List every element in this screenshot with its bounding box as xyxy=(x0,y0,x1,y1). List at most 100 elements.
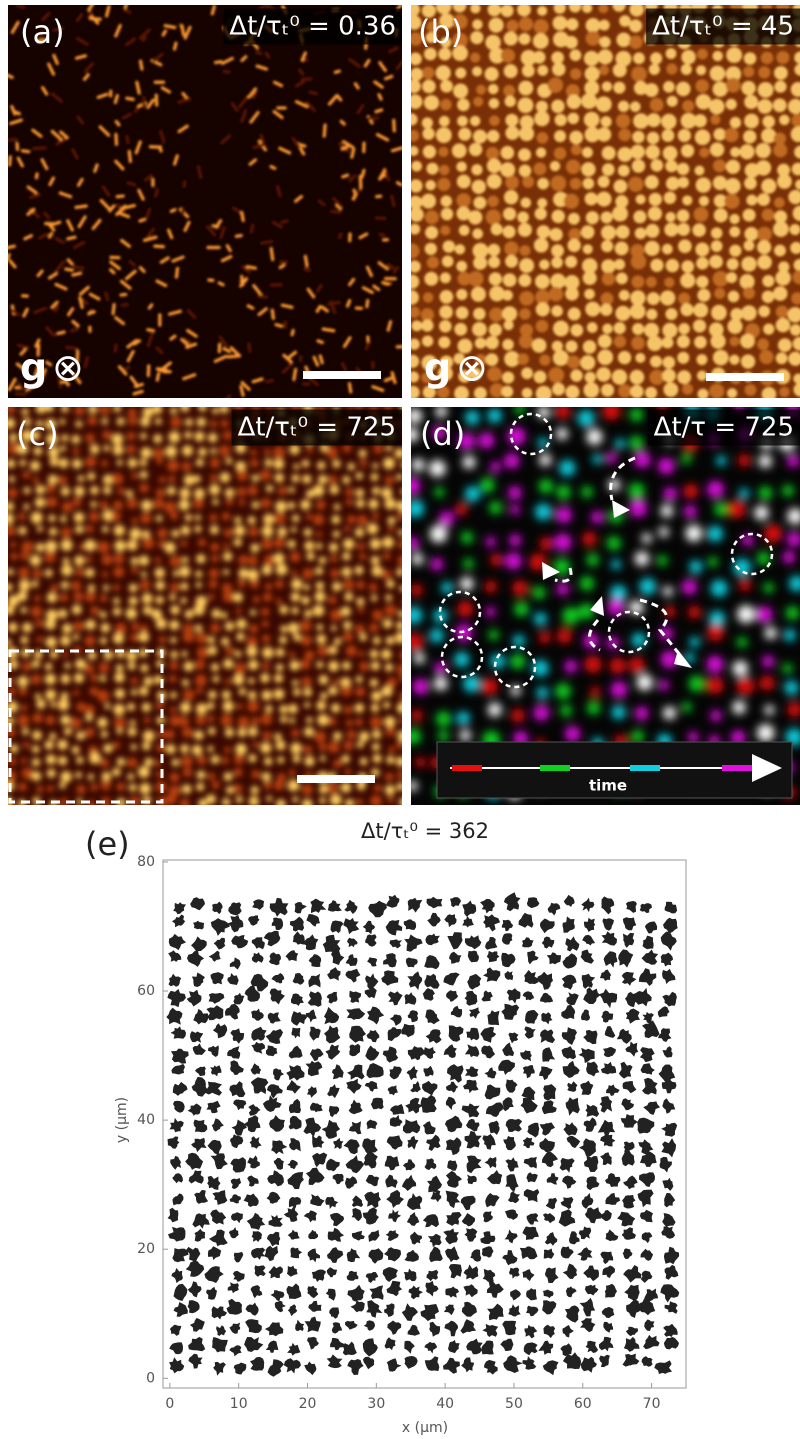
cluster xyxy=(404,934,423,951)
cluster xyxy=(663,356,676,369)
cluster xyxy=(505,1174,518,1192)
cluster xyxy=(344,900,357,914)
cluster xyxy=(618,165,630,177)
cluster xyxy=(73,592,83,602)
cluster xyxy=(540,537,553,550)
cluster xyxy=(35,619,43,627)
cluster xyxy=(542,1100,557,1114)
cluster xyxy=(396,621,405,630)
cluster xyxy=(368,901,387,918)
cluster xyxy=(172,915,185,928)
cluster xyxy=(638,1139,653,1154)
cluster xyxy=(399,691,409,701)
cluster xyxy=(616,114,630,128)
cluster xyxy=(262,620,269,627)
cluster xyxy=(773,143,787,157)
cluster xyxy=(385,785,395,795)
cluster xyxy=(46,497,57,508)
cluster xyxy=(623,933,634,948)
cluster xyxy=(586,211,599,224)
cluster xyxy=(252,937,265,949)
cluster xyxy=(607,637,619,649)
cluster xyxy=(260,742,271,753)
cluster xyxy=(662,1046,672,1057)
particle xyxy=(270,283,283,287)
cluster xyxy=(504,31,518,45)
cluster xyxy=(19,688,27,696)
cluster xyxy=(128,416,137,425)
cluster xyxy=(131,689,138,696)
cluster xyxy=(646,277,657,288)
cluster xyxy=(291,527,297,533)
cluster xyxy=(97,717,107,727)
cluster xyxy=(387,796,394,803)
cluster xyxy=(233,784,242,793)
cluster xyxy=(765,627,777,639)
cluster xyxy=(645,83,659,97)
cluster xyxy=(302,568,313,579)
cluster xyxy=(251,1063,262,1074)
cluster xyxy=(599,1337,614,1352)
cluster xyxy=(250,579,259,588)
cluster xyxy=(645,921,657,933)
cluster xyxy=(316,624,323,631)
cluster xyxy=(188,1300,200,1313)
cluster xyxy=(615,306,630,321)
cluster xyxy=(527,1213,539,1225)
cluster xyxy=(762,208,775,221)
cluster xyxy=(185,1153,203,1170)
cluster xyxy=(711,240,723,252)
cluster xyxy=(315,567,323,575)
cluster xyxy=(661,505,674,518)
cluster xyxy=(396,756,406,766)
cluster xyxy=(631,254,647,270)
cluster xyxy=(238,716,249,727)
cluster xyxy=(482,1246,494,1258)
cluster xyxy=(666,48,677,59)
cluster xyxy=(194,730,204,740)
cluster xyxy=(487,1304,504,1321)
cluster xyxy=(429,1322,440,1337)
cluster xyxy=(208,594,214,600)
cluster xyxy=(583,987,600,1004)
cluster xyxy=(128,727,137,736)
cluster xyxy=(234,768,243,777)
cluster xyxy=(140,513,151,524)
cluster xyxy=(140,580,150,590)
cluster xyxy=(172,1193,183,1205)
cluster xyxy=(456,712,470,726)
cluster xyxy=(635,707,649,721)
cluster xyxy=(744,240,755,251)
cluster xyxy=(331,515,340,524)
cluster xyxy=(738,454,751,467)
cluster xyxy=(262,690,273,701)
cluster xyxy=(508,486,521,499)
cluster xyxy=(544,1249,555,1259)
cluster xyxy=(429,1247,443,1263)
cluster xyxy=(681,454,691,464)
cluster xyxy=(409,196,423,210)
cluster xyxy=(439,116,450,127)
cluster xyxy=(350,1300,364,1312)
cluster xyxy=(445,1116,463,1133)
cluster xyxy=(263,514,274,525)
cluster xyxy=(402,598,410,606)
cluster xyxy=(618,384,632,398)
cluster xyxy=(543,1290,554,1299)
cluster xyxy=(729,355,739,365)
cluster xyxy=(223,701,234,712)
cluster xyxy=(602,81,612,91)
cluster xyxy=(487,408,502,423)
cluster xyxy=(423,1121,436,1134)
cluster xyxy=(345,969,360,983)
cluster xyxy=(643,936,654,950)
cluster xyxy=(472,322,487,337)
cluster xyxy=(434,487,444,497)
cluster xyxy=(316,661,323,668)
cluster xyxy=(466,1339,483,1355)
cluster xyxy=(386,1190,404,1208)
cluster xyxy=(251,786,259,794)
cluster xyxy=(596,367,611,382)
cluster xyxy=(59,782,66,789)
cluster xyxy=(210,420,217,427)
